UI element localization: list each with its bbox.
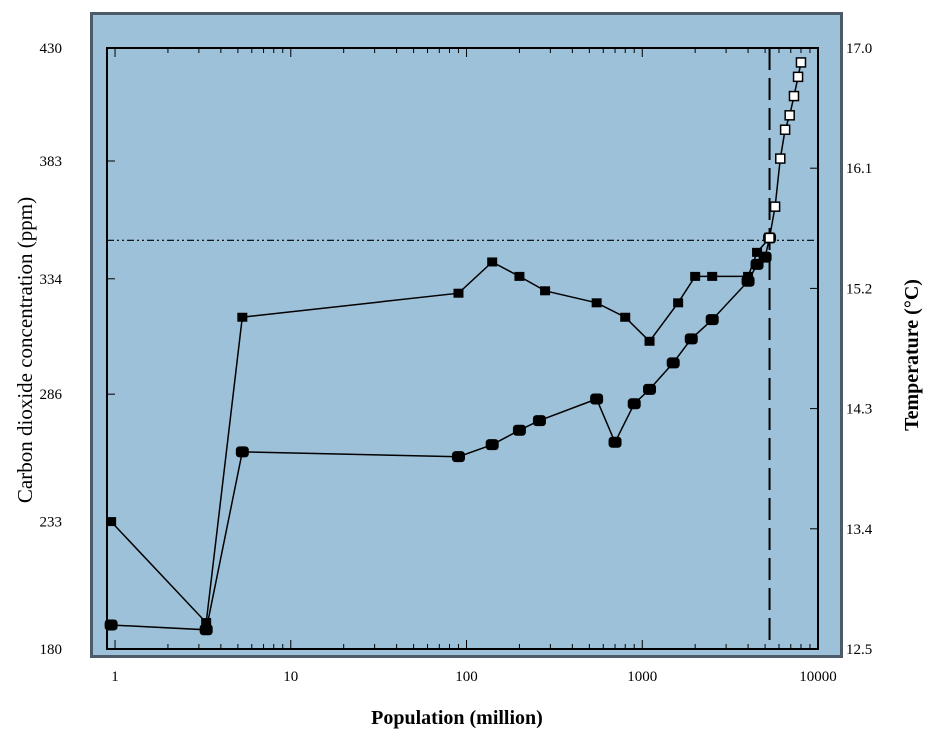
data-point-square xyxy=(690,271,701,281)
data-point-square xyxy=(201,618,212,628)
x-tick-label: 10 xyxy=(283,669,298,685)
y-left-tick-label: 180 xyxy=(40,642,63,658)
data-point-square xyxy=(707,271,718,281)
data-point-square xyxy=(752,247,763,257)
x-tick-label: 1000 xyxy=(627,669,657,685)
data-point-circle xyxy=(666,357,680,369)
y-right-tick-label: 12.5 xyxy=(846,642,872,658)
data-point-open-square xyxy=(779,124,791,135)
y-right-tick-label: 15.2 xyxy=(846,281,872,297)
data-point-square xyxy=(540,286,551,296)
tick-labels: 1 10 100 1000 10000 180 233 286 334 383 430 12.5 13.… xyxy=(40,41,873,685)
data-point-circle xyxy=(235,446,249,458)
data-point-square xyxy=(514,271,525,281)
data-point-square xyxy=(237,312,248,322)
data-point-square xyxy=(673,298,684,308)
data-point-circle xyxy=(684,333,698,345)
data-point-open-square xyxy=(788,90,800,102)
series-line-1 xyxy=(110,237,771,625)
data-point-square xyxy=(106,517,117,527)
y-right-tick-label: 17.0 xyxy=(846,41,872,57)
data-point-square xyxy=(591,298,602,308)
x-tick-label: 100 xyxy=(455,669,478,685)
tick-marks xyxy=(107,47,818,650)
y-left-tick-label: 334 xyxy=(40,272,63,288)
data-point-circle xyxy=(643,383,657,395)
data-point-circle xyxy=(532,415,546,427)
y-left-tick-label: 430 xyxy=(40,41,63,57)
data-point-open-square xyxy=(764,232,775,244)
data-point-square xyxy=(644,336,655,346)
x-tick-label: 10000 xyxy=(799,669,837,685)
data-point-open-square xyxy=(784,110,795,121)
data-point-open-square xyxy=(775,153,786,164)
y-axis-right-title: Temperature (°C) xyxy=(901,279,923,431)
data-point-open-square xyxy=(769,201,781,212)
y-right-tick-label: 16.1 xyxy=(846,161,872,177)
data-point-square xyxy=(487,257,498,267)
x-axis-title: Population (million) xyxy=(371,707,543,729)
y-right-tick-label: 13.4 xyxy=(846,522,873,538)
data-point-circle xyxy=(741,275,755,287)
data-point-circle xyxy=(590,393,604,405)
data-point-circle xyxy=(104,619,118,631)
data-markers xyxy=(104,57,807,636)
reference-lines xyxy=(107,48,818,649)
data-point-circle xyxy=(485,439,499,451)
data-point-circle xyxy=(199,624,213,636)
y-left-tick-label: 383 xyxy=(40,154,63,170)
data-point-open-square xyxy=(792,71,804,83)
data-point-circle xyxy=(451,451,465,463)
x-tick-label: 1 xyxy=(111,669,119,685)
y-axis-left-title: Carbon dioxide concentration (ppm) xyxy=(13,197,37,503)
data-point-open-square xyxy=(795,57,807,68)
plot-background xyxy=(93,15,840,655)
plot-area xyxy=(106,47,819,650)
y-right-tick-label: 14.3 xyxy=(846,402,872,418)
data-point-circle xyxy=(705,314,719,326)
data-point-circle xyxy=(627,398,641,410)
y-left-tick-label: 286 xyxy=(40,387,63,403)
y-left-tick-label: 233 xyxy=(40,515,63,531)
data-point-circle xyxy=(608,436,622,448)
data-point-circle xyxy=(758,251,772,263)
data-point-circle xyxy=(512,424,526,436)
data-point-square xyxy=(620,312,631,322)
data-point-square xyxy=(453,288,464,298)
